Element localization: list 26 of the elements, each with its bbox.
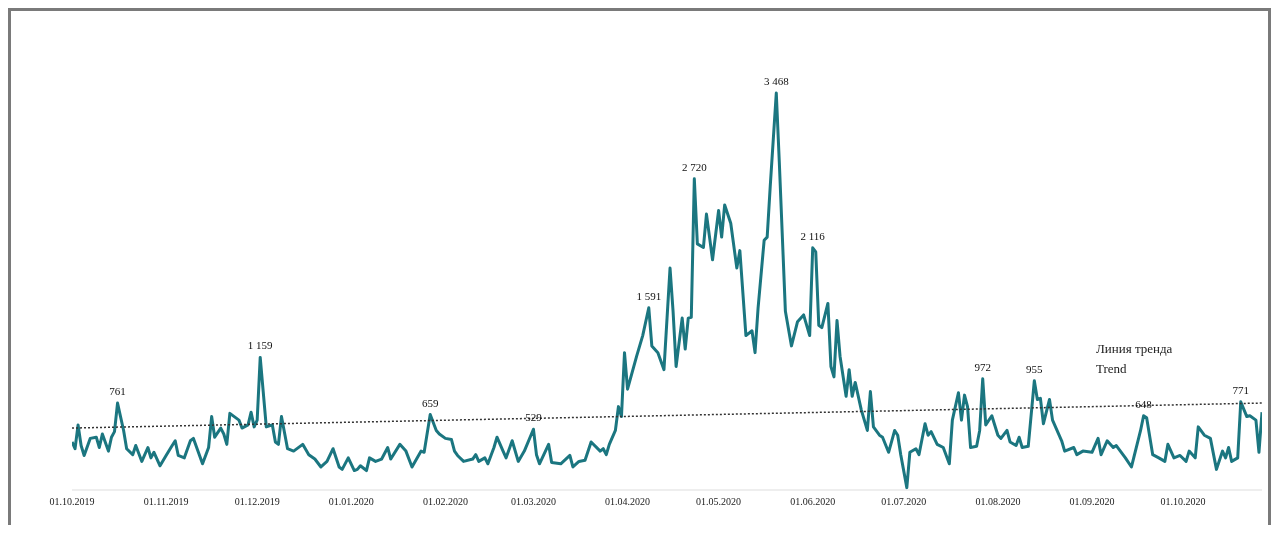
x-tick-label: 01.10.2020 xyxy=(1160,496,1206,508)
x-tick-label: 01.12.2019 xyxy=(234,496,280,508)
annotation: 1 591 xyxy=(636,289,662,302)
annotation: 659 xyxy=(421,396,439,409)
x-tick-label: 01.07.2020 xyxy=(881,496,927,508)
annotation: 761 xyxy=(109,385,126,398)
x-tick-label: 01.05.2020 xyxy=(696,496,742,508)
annotation: 972 xyxy=(974,360,991,373)
annotation: 2 720 xyxy=(681,160,708,173)
x-tick-label: 01.08.2020 xyxy=(975,496,1021,508)
annotation: 648 xyxy=(1135,397,1153,410)
x-tick-label: 01.03.2020 xyxy=(510,496,556,508)
annotation: 3 468 xyxy=(763,75,790,87)
x-tick-label: 01.11.2019 xyxy=(143,496,189,508)
annotation: 1 159 xyxy=(247,339,274,352)
annotation: 771 xyxy=(1232,383,1249,396)
annotation: 529 xyxy=(525,411,543,424)
annotation: 955 xyxy=(1026,362,1044,375)
annotation: 2 116 xyxy=(800,229,826,242)
x-tick-label: 01.04.2020 xyxy=(605,496,651,508)
x-tick-label: 01.01.2020 xyxy=(328,496,374,508)
x-tick-label: 01.02.2020 xyxy=(422,496,468,508)
annotation: Линия тренда Trend xyxy=(1096,340,1173,378)
x-tick-label: 01.06.2020 xyxy=(790,496,836,508)
x-tick-label: 01.09.2020 xyxy=(1069,496,1115,508)
x-tick-label: 01.10.2019 xyxy=(49,496,95,508)
